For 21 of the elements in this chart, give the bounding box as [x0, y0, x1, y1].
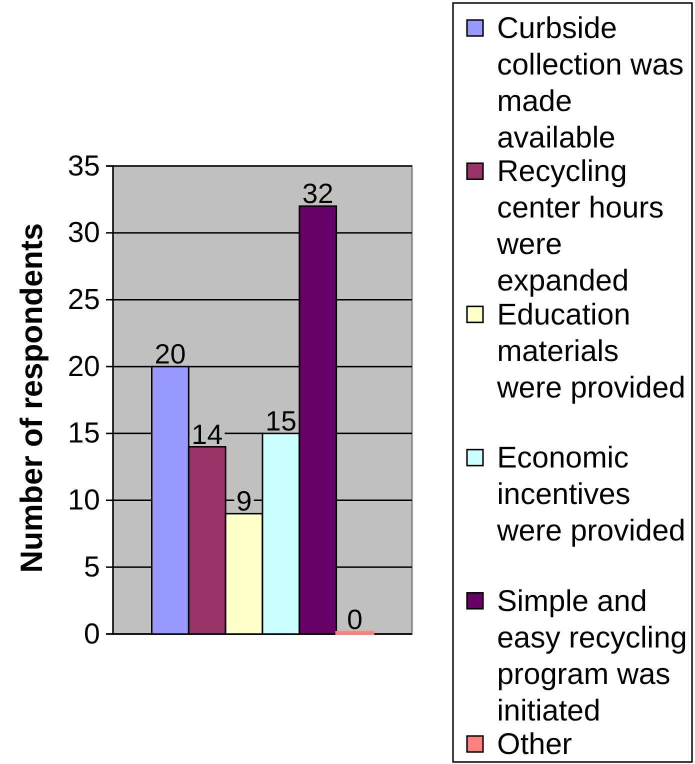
y-tick-label: 25 — [68, 284, 100, 316]
data-label: 20 — [154, 338, 186, 370]
legend-label: Economic incentives were provided — [496, 442, 686, 548]
y-tick-label: 15 — [68, 418, 100, 450]
legend-label: Recycling center hours were expanded — [496, 155, 664, 298]
data-label: 9 — [236, 486, 252, 517]
y-tick-label: 20 — [68, 350, 100, 383]
y-axis-title: Number of respondents — [14, 223, 49, 573]
y-tick-label: 30 — [68, 217, 100, 250]
data-label: 32 — [302, 178, 334, 210]
legend-label: Other — [497, 728, 572, 761]
data-label: 0 — [346, 604, 363, 635]
legend-label: Simple and easy recycling program was initiated — [497, 584, 688, 728]
y-tick-label: 35 — [68, 150, 100, 182]
data-label: 15 — [265, 405, 297, 436]
y-tick-label: 10 — [68, 484, 100, 517]
data-label: 14 — [192, 418, 223, 450]
y-tick-label: 5 — [84, 551, 100, 584]
y-tick-label: 0 — [84, 618, 100, 650]
legend-label: Education materials were provided — [496, 298, 686, 404]
legend-label: Curbside collection was made available — [497, 12, 684, 154]
